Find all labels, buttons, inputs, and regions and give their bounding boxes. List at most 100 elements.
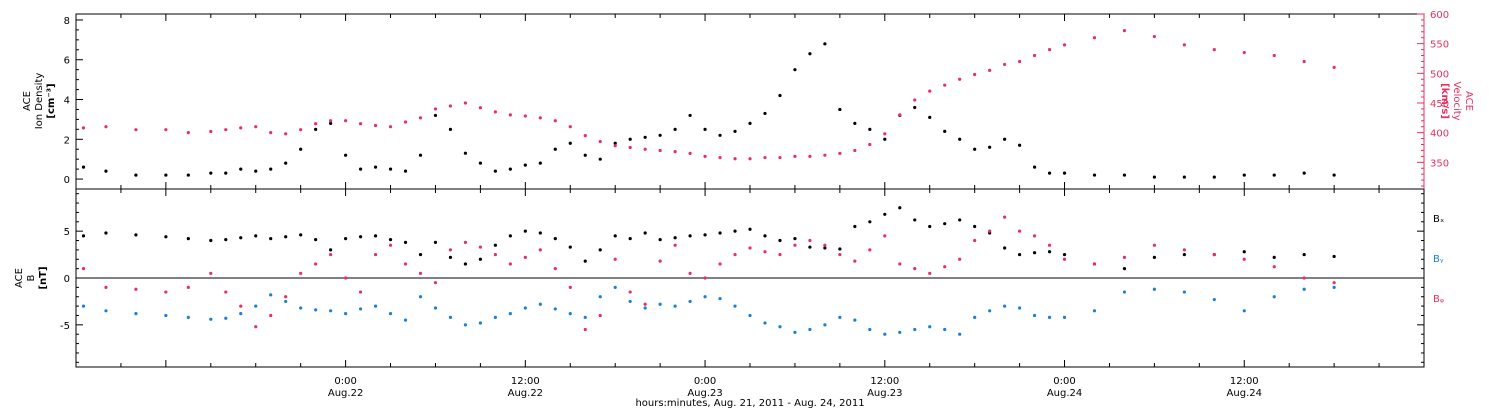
bottom-data-point	[1122, 255, 1127, 259]
bottom-data-point	[853, 259, 857, 263]
bottom-data-point	[104, 309, 108, 313]
top-data-point	[1212, 175, 1216, 179]
bottom-data-point	[388, 237, 393, 242]
bottom-data-point	[868, 248, 872, 252]
top-data-point	[763, 111, 767, 116]
top-data-point	[164, 128, 168, 132]
bottom-data-point	[703, 276, 707, 280]
top-data-point	[1302, 171, 1306, 175]
bottom-data-point	[1062, 315, 1067, 319]
top-data-point	[583, 153, 587, 157]
bottom-data-point	[673, 236, 677, 240]
bottom-data-point	[913, 327, 917, 332]
bottom-data-point	[793, 243, 797, 247]
top-data-point	[1092, 36, 1097, 40]
bottom-data-point	[583, 315, 587, 319]
bottom-left-tick-label: 0	[64, 274, 70, 285]
top-data-point	[81, 126, 86, 130]
bottom-data-point	[853, 318, 857, 322]
bottom-data-point	[748, 227, 752, 231]
top-data-point	[898, 113, 902, 117]
bottom-data-point	[358, 307, 363, 311]
bottom-data-point	[643, 231, 647, 235]
bottom-data-point	[808, 245, 812, 249]
bottom-data-point	[1272, 265, 1276, 269]
top-right-tick-label: 350	[1430, 158, 1449, 169]
bottom-data-point	[344, 312, 348, 316]
bottom-data-point	[613, 257, 617, 261]
top-left-tick-label: 8	[64, 16, 70, 27]
bottom-data-point	[1302, 252, 1306, 257]
top-data-point	[883, 137, 887, 141]
top-data-point	[344, 153, 348, 157]
bottom-data-point	[778, 252, 782, 257]
top-data-point	[973, 147, 977, 151]
bottom-data-point	[1032, 234, 1037, 238]
top-data-point	[988, 145, 992, 149]
bottom-data-point	[209, 271, 213, 275]
x-tick-label-date: Aug.22	[508, 388, 543, 399]
top-data-point	[1003, 62, 1007, 67]
bottom-data-point	[1018, 229, 1022, 233]
bottom-data-point	[673, 243, 677, 247]
bottom-data-point	[209, 238, 213, 243]
bottom-data-point	[463, 323, 468, 327]
bottom-data-point	[493, 252, 497, 257]
top-data-point	[763, 155, 767, 160]
top-data-point	[793, 68, 797, 72]
top-data-point	[733, 157, 737, 161]
bottom-data-point	[186, 315, 190, 319]
top-data-point	[1212, 47, 1216, 52]
bottom-data-point	[1003, 215, 1007, 219]
x-tick-label-time: 0:00	[334, 376, 356, 387]
bottom-data-point	[463, 240, 468, 244]
top-data-point	[733, 129, 737, 133]
bottom-data-point	[958, 257, 962, 261]
bottom-data-point	[703, 233, 707, 237]
bottom-data-point	[553, 307, 557, 311]
bottom-data-point	[164, 290, 168, 294]
bottom-data-point	[448, 255, 453, 259]
bottom-data-point	[808, 327, 812, 332]
top-data-point	[284, 132, 288, 136]
top-data-point	[643, 135, 647, 139]
top-data-point	[1242, 50, 1246, 55]
bottom-data-point	[284, 295, 288, 299]
top-data-point	[269, 167, 273, 171]
top-left-tick-label: 2	[64, 135, 70, 146]
top-data-point	[613, 141, 617, 145]
top-data-point	[553, 119, 557, 123]
top-data-point	[81, 165, 86, 169]
bottom-data-point	[1212, 252, 1216, 257]
bottom-data-point	[1092, 309, 1097, 313]
top-data-point	[868, 127, 872, 131]
bottom-data-point	[778, 325, 782, 329]
top-data-point	[254, 125, 258, 129]
top-data-point	[1032, 53, 1037, 58]
top-data-point	[868, 142, 872, 147]
bottom-data-point	[344, 237, 348, 241]
bottom-data-point	[344, 276, 348, 280]
bottom-data-point	[688, 299, 692, 304]
top-data-point	[718, 155, 722, 160]
bottom-data-point	[224, 237, 228, 242]
data-points-group	[81, 29, 1336, 336]
bottom-data-point	[186, 237, 190, 241]
bottom-data-point	[808, 238, 812, 243]
bottom-data-point	[523, 255, 527, 259]
top-data-point	[1122, 29, 1127, 33]
bottom-data-point	[299, 271, 303, 275]
bottom-data-point	[928, 271, 932, 275]
top-left-ylabel-line3: [cm⁻³]	[46, 83, 57, 118]
legend-by: Bᵧ	[1433, 254, 1444, 265]
bottom-data-point	[538, 248, 542, 252]
top-data-point	[269, 131, 273, 135]
bottom-data-point	[418, 295, 423, 299]
bottom-data-point	[868, 327, 872, 332]
top-data-point	[568, 141, 572, 145]
x-tick-label-time: 0:00	[1053, 376, 1075, 387]
top-data-point	[433, 113, 438, 118]
top-data-point	[823, 153, 827, 157]
bottom-data-point	[748, 246, 752, 250]
bottom-data-point	[1003, 246, 1007, 250]
